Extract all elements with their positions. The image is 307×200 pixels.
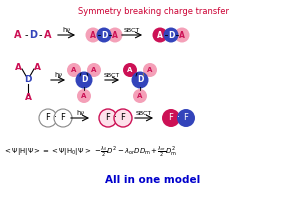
Text: ·: · (54, 112, 57, 122)
Circle shape (133, 89, 147, 103)
Text: hν: hν (63, 27, 71, 33)
Text: A: A (14, 30, 22, 40)
Text: A: A (81, 93, 87, 99)
Text: F: F (106, 114, 111, 122)
Circle shape (174, 27, 189, 43)
Text: A: A (127, 67, 133, 73)
Text: A: A (14, 64, 21, 72)
Text: hν: hν (76, 110, 84, 116)
Circle shape (76, 72, 92, 88)
Circle shape (107, 27, 122, 43)
Text: Symmetry breaking charge transfer: Symmetry breaking charge transfer (77, 7, 228, 16)
Text: A: A (179, 30, 185, 40)
Circle shape (39, 109, 57, 127)
Text: D: D (81, 75, 87, 84)
Circle shape (86, 27, 100, 43)
Text: D: D (24, 75, 32, 84)
Text: F: F (184, 114, 188, 122)
Circle shape (99, 109, 117, 127)
Text: F: F (121, 114, 126, 122)
Text: ·: · (177, 112, 180, 122)
Text: D: D (137, 75, 143, 84)
Text: D: D (29, 30, 37, 40)
Text: A: A (137, 93, 143, 99)
Text: A: A (25, 94, 32, 102)
Text: -: - (38, 30, 42, 40)
Circle shape (143, 63, 157, 77)
Text: F: F (169, 114, 173, 122)
Text: $<\Psi|\mathrm{H}|\Psi> = <\Psi|\mathrm{H}_0|\Psi>$$\;-\!\frac{\lambda_\mathrm{i: $<\Psi|\mathrm{H}|\Psi> = <\Psi|\mathrm{… (3, 144, 177, 160)
Text: A: A (44, 30, 52, 40)
Text: A: A (147, 67, 153, 73)
Circle shape (77, 89, 91, 103)
Circle shape (162, 109, 180, 127)
Circle shape (96, 27, 111, 43)
Circle shape (164, 27, 178, 43)
Text: A: A (112, 30, 118, 40)
Circle shape (87, 63, 101, 77)
Text: A: A (91, 67, 97, 73)
Text: A: A (157, 30, 163, 40)
Text: SBCT: SBCT (124, 28, 140, 33)
Text: SBCT: SBCT (104, 73, 120, 78)
Text: A: A (71, 67, 77, 73)
Text: D: D (168, 30, 174, 40)
Circle shape (123, 63, 137, 77)
Circle shape (54, 109, 72, 127)
Text: -: - (24, 30, 28, 40)
Text: ·: · (114, 112, 117, 122)
Circle shape (131, 72, 149, 88)
Circle shape (153, 27, 168, 43)
Circle shape (177, 109, 195, 127)
Text: A: A (33, 64, 41, 72)
Text: All in one model: All in one model (105, 175, 201, 185)
Text: A: A (90, 30, 96, 40)
Circle shape (67, 63, 81, 77)
Text: F: F (60, 114, 65, 122)
Text: SBCT: SBCT (136, 111, 152, 116)
Circle shape (114, 109, 132, 127)
Text: F: F (45, 114, 50, 122)
Text: D: D (101, 30, 107, 40)
Text: hν: hν (54, 72, 62, 78)
